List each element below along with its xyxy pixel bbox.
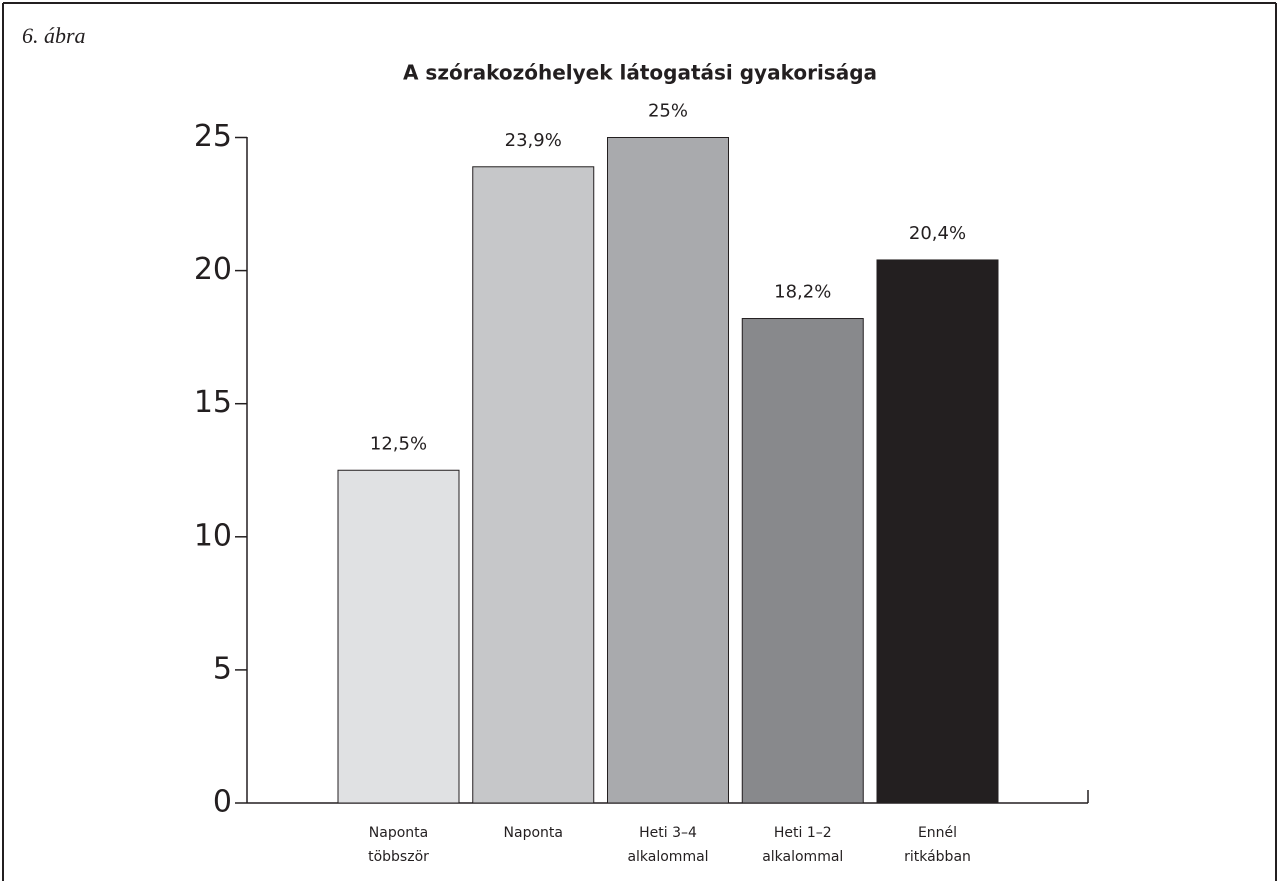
chart-title: A szórakozóhelyek látogatási gyakorisága [403,61,877,85]
figure-label: 6. ábra [22,23,86,48]
value-label: 25% [648,101,688,122]
value-label: 20,4% [909,223,966,244]
y-tick-label: 5 [213,651,232,686]
x-tick-label: Naponta többször [368,825,429,865]
y-tick-label: 0 [213,785,232,820]
x-tick-label: Heti 3–4 alkalommal [627,825,708,865]
x-tick-label: Heti 1–2 alkalommal [762,825,843,865]
y-tick-label: 15 [194,385,232,420]
value-label: 12,5% [370,433,427,454]
y-tick-label: 20 [194,252,232,287]
x-tick-label: Naponta [504,825,563,841]
bar [472,166,595,804]
y-tick-label: 10 [194,518,232,553]
bar [876,259,999,804]
x-tick-label: Ennél ritkábban [904,825,971,865]
bar [741,318,864,804]
bar [607,137,729,804]
value-label: 18,2% [774,282,831,303]
bar [337,469,460,804]
value-label: 23,9% [505,130,562,151]
y-tick-label: 25 [194,119,232,154]
